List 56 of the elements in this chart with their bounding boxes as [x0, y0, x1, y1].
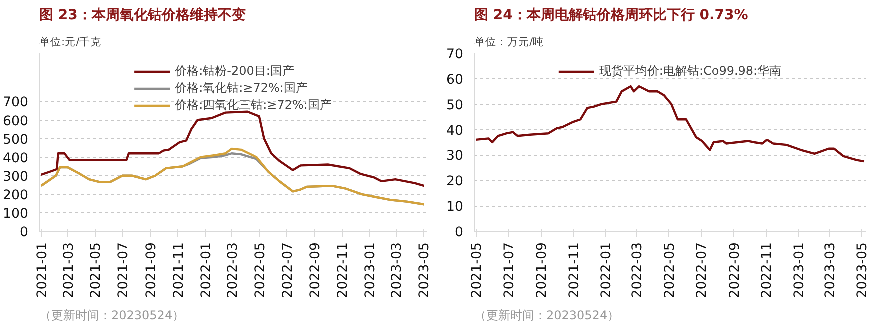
x-tick-label: 2022-09 — [728, 242, 743, 298]
x-tick-label: 2021-11 — [567, 242, 582, 298]
y-tick-label: 200 — [3, 188, 29, 204]
y-tick-label: 40 — [446, 124, 464, 139]
x-tick-label: 2022-03 — [630, 242, 646, 298]
x-tick-label: 2023-05 — [856, 242, 871, 298]
y-tick-label: 20 — [446, 174, 464, 190]
y-axis-title: 单位：万元/吨 — [474, 36, 544, 48]
x-tick-label: 2022-05 — [662, 242, 678, 298]
y-tick-label: 10 — [446, 200, 464, 216]
y-tick-label: 0 — [20, 226, 29, 240]
x-tick-label: 2021-11 — [172, 242, 187, 298]
x-tick-label: 2022-07 — [695, 242, 710, 298]
x-tick-label: 2021-09 — [535, 242, 550, 298]
x-tick-label: 2022-07 — [280, 242, 296, 298]
legend-label: 价格:钴粉-200目:国产 — [175, 63, 294, 80]
legend-label: 价格:氧化钴:≥72%:国产 — [175, 80, 308, 97]
x-tick-label: 2023-01 — [364, 242, 378, 298]
x-tick-label: 2023-05 — [417, 242, 432, 298]
x-tick-label: 2022-09 — [308, 242, 324, 298]
x-tick-label: 2022-03 — [226, 242, 241, 298]
text: （更新时间：20230524） — [474, 308, 620, 322]
x-tick-label: 2021-07 — [116, 242, 132, 298]
text: （更新时间：20230524） — [40, 308, 185, 322]
line-series — [40, 110, 426, 188]
chart-title: 图 23：本周氧化钴价格维持不变 — [40, 6, 246, 24]
x-tick-label: 2022-11 — [760, 242, 776, 298]
chart-title: 图 24：本周电解钴价格周环比下行 0.73% — [474, 8, 748, 24]
y-tick-label: 400 — [3, 151, 29, 166]
x-tick-label: 2021-05 — [89, 242, 104, 298]
y-tick-label: 70 — [446, 48, 464, 62]
y-tick-label: 30 — [446, 149, 464, 164]
y-tick-label: 300 — [3, 170, 29, 185]
y-axis-title: 单位:元/千克 — [40, 36, 102, 48]
x-tick-label: 2021-01 — [35, 242, 50, 298]
y-tick-label: 50 — [446, 98, 464, 114]
legend-label: 现货平均价:电解钴:Co99.98:华南 — [599, 63, 782, 80]
legend-label: 价格:四氧化三钴:≥72%:国产 — [175, 97, 332, 114]
x-tick-label: 2023-03 — [824, 242, 839, 298]
y-tick-label: 500 — [3, 132, 29, 148]
x-tick-label: 2022-01 — [199, 242, 214, 298]
line-series — [474, 85, 866, 163]
x-tick-label: 2023-01 — [792, 242, 808, 298]
x-tick-label: 2021-07 — [502, 242, 518, 298]
y-tick-label: 0 — [455, 226, 464, 240]
y-tick-label: 60 — [446, 72, 464, 88]
x-tick-label: 2021-09 — [144, 242, 160, 298]
y-tick-label: 100 — [3, 206, 29, 222]
y-tick-label: 700 — [3, 96, 29, 111]
x-tick-label: 2021-03 — [62, 242, 77, 298]
x-tick-label: 2023-03 — [390, 242, 406, 298]
y-tick-label: 600 — [3, 114, 29, 130]
x-tick-label: 2022-11 — [336, 242, 352, 298]
x-tick-label: 2022-05 — [253, 242, 268, 298]
x-tick-label: 2022-01 — [600, 242, 615, 298]
x-tick-label: 2021-05 — [470, 242, 486, 298]
